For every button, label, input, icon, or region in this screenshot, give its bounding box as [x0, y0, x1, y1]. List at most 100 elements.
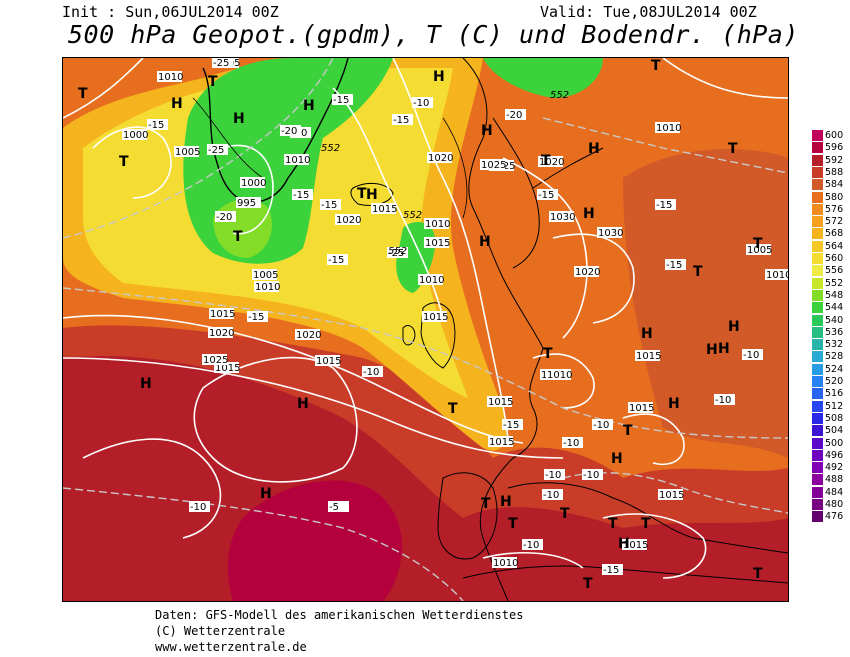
mediterranean-coast [507, 482, 788, 554]
svg-text:1015: 1015 [623, 540, 648, 551]
high-pressure-symbol: H [433, 69, 445, 85]
legend-label: 568 [825, 228, 844, 240]
high-pressure-symbol: H [583, 206, 595, 222]
high-pressure-symbol: H [618, 536, 630, 552]
greenland-coast [202, 58, 349, 203]
legend-entry-496: 496 [812, 449, 850, 461]
low-pressure-symbol: T [623, 423, 633, 439]
legend-label: 520 [825, 376, 844, 387]
legend-label: 492 [825, 462, 844, 474]
legend-swatch [812, 302, 823, 314]
temperature-label: -10 [542, 489, 563, 501]
geopotential-label: 552 [321, 143, 340, 154]
svg-text:-5: -5 [329, 502, 339, 513]
pressure-label: 1010 [284, 154, 310, 166]
geopotential-lines [192, 97, 468, 219]
svg-text:-10: -10 [543, 490, 559, 501]
europe-coast [462, 58, 544, 601]
legend-swatch [812, 130, 823, 141]
pressure-label: 1025 [480, 159, 506, 171]
svg-text:-20: -20 [216, 212, 232, 223]
pressure-label: 1020 [295, 329, 321, 341]
legend-swatch [812, 474, 823, 486]
legend-swatch [812, 388, 823, 400]
geopotential-label: 552 [388, 246, 407, 257]
high-pressure-symbol: H [588, 141, 600, 157]
legend-label: 508 [825, 412, 844, 424]
pressure-label: 1010 [157, 71, 183, 83]
temperature-label: -10 [714, 394, 735, 406]
pressure-label: 1020 [208, 327, 234, 339]
temperature-label: -25 [212, 58, 233, 69]
pressure-label: 1020 [538, 156, 564, 168]
high-pressure-symbol: H [481, 123, 493, 139]
pressure-label: 1010 [655, 122, 681, 134]
svg-text:1010: 1010 [425, 219, 450, 230]
legend-label: 532 [825, 339, 844, 351]
svg-text:-15: -15 [333, 95, 349, 106]
high-pressure-symbol: H [479, 234, 491, 250]
legend-label: 516 [825, 388, 844, 400]
legend-swatch [812, 437, 823, 449]
legend-swatch [812, 376, 823, 387]
legend-swatch [812, 339, 823, 351]
high-pressure-symbol: H [706, 342, 718, 358]
temperature-label: -10 [582, 469, 603, 481]
pressure-label: 1015 [487, 396, 513, 408]
temperature-label: -15 [655, 199, 676, 211]
legend-label: 588 [825, 166, 844, 178]
low-pressure-symbol: T [208, 74, 218, 90]
high-pressure-symbol: H [668, 396, 680, 412]
svg-text:-15: -15 [248, 312, 264, 323]
svg-text:1005: 1005 [253, 270, 278, 281]
footer-website[interactable]: www.wetterzentrale.de [155, 640, 307, 654]
legend-entry-548: 548 [812, 289, 850, 301]
svg-text:1010: 1010 [493, 558, 518, 569]
temperature-label: -25 [207, 144, 228, 156]
svg-text:1015: 1015 [316, 356, 341, 367]
legend-label: 540 [825, 314, 844, 326]
isotherms [63, 58, 788, 601]
temperature-label: -15 [392, 114, 413, 126]
legend-label: 592 [825, 154, 844, 166]
legend-label: 504 [825, 425, 844, 437]
legend-entry-500: 500 [812, 437, 850, 449]
svg-text:1015: 1015 [636, 351, 661, 362]
legend-label: 564 [825, 240, 844, 252]
svg-text:-15: -15 [293, 190, 309, 201]
pressure-label: 1015 [622, 539, 648, 551]
temperature-label: -5 [328, 501, 349, 513]
geopotential-label: 552 [550, 90, 569, 101]
temperature-label: -15 [602, 564, 623, 576]
legend-label: 596 [825, 142, 844, 154]
legend-label: 500 [825, 437, 844, 449]
legend-entry-516: 516 [812, 388, 850, 400]
svg-text:1000: 1000 [123, 130, 148, 141]
temperature-label: -10 [562, 437, 583, 449]
svg-text:-10: -10 [413, 98, 429, 109]
high-pressure-symbol: H [260, 486, 272, 502]
low-pressure-symbol: T [357, 186, 367, 202]
legend-swatch [812, 154, 823, 166]
pressure-label: 1000 [122, 129, 148, 141]
svg-text:1005: 1005 [175, 147, 200, 158]
legend-label: 580 [825, 191, 844, 203]
low-pressure-symbol: T [448, 401, 458, 417]
svg-text:1015: 1015 [425, 238, 450, 249]
legend-label: 488 [825, 474, 844, 486]
pressure-label: 1010 [546, 369, 572, 381]
svg-text:1020: 1020 [336, 215, 361, 226]
svg-text:-10: -10 [563, 438, 579, 449]
legend-label: 556 [825, 265, 844, 277]
svg-text:1025: 1025 [203, 355, 228, 366]
isobars [63, 58, 788, 579]
legend-swatch [812, 166, 823, 178]
valid-time: Valid: Tue,08JUL2014 00Z [540, 3, 757, 21]
legend-label: 560 [825, 253, 844, 264]
temperature-label: -10 [592, 419, 613, 431]
low-pressure-symbol: T [753, 566, 763, 582]
svg-text:1010: 1010 [419, 275, 444, 286]
pressure-label: 1015 [424, 237, 450, 249]
pressure-label: 1015 [628, 402, 654, 414]
temperature-label: -15 [502, 419, 523, 431]
